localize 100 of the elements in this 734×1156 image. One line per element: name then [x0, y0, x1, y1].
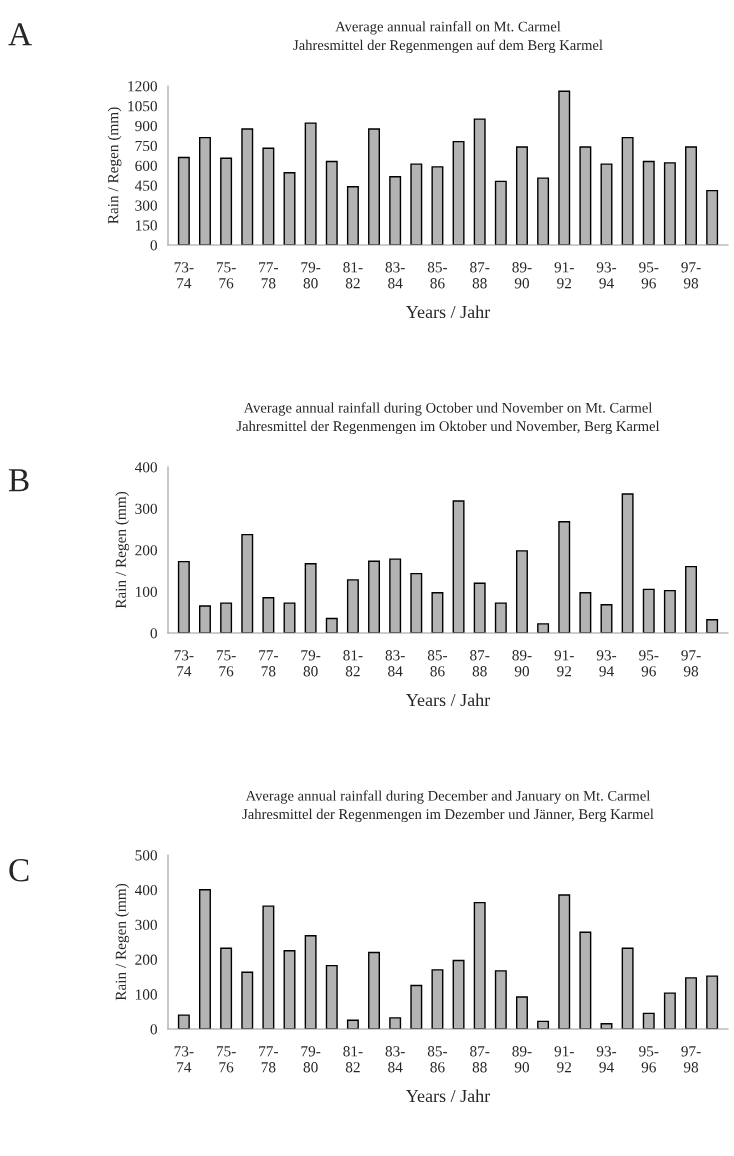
y-tick-label: 150	[136, 220, 157, 231]
x-tick-label: 85- 86	[427, 1046, 448, 1073]
bar	[262, 147, 275, 245]
bar	[262, 905, 275, 1029]
bar	[473, 582, 486, 633]
x-tick-label: 79- 80	[301, 262, 321, 289]
x-tick-label: 97- 98	[681, 1046, 701, 1073]
bar	[389, 1017, 402, 1029]
x-tick-label: 93- 94	[596, 1046, 617, 1073]
bar	[537, 623, 550, 633]
x-tick-label: 81- 82	[343, 262, 363, 289]
y-axis-title: Rain / Regen (mm)	[115, 883, 130, 1001]
bar	[283, 602, 296, 633]
x-tick-label: 87- 88	[470, 650, 490, 677]
bar	[494, 602, 507, 633]
bar	[558, 894, 571, 1029]
bar	[452, 140, 465, 245]
bar	[706, 189, 719, 245]
bar	[368, 128, 381, 245]
bar	[685, 565, 697, 633]
y-tick-label: 100	[136, 586, 157, 597]
bar	[410, 163, 423, 245]
bar	[685, 977, 697, 1029]
bar	[177, 560, 190, 633]
bar	[600, 163, 613, 245]
x-tick-label: 81- 82	[343, 650, 363, 677]
y-tick-label: 200	[135, 545, 157, 556]
bar	[706, 975, 719, 1029]
x-tick-label: 77- 78	[259, 1046, 279, 1073]
x-tick-label: 77- 78	[259, 650, 279, 677]
bar	[241, 971, 254, 1029]
bar	[410, 984, 423, 1029]
text: A	[8, 23, 32, 46]
bar	[600, 604, 613, 633]
y-tick-label: 1200	[128, 81, 157, 92]
bar	[262, 597, 275, 633]
bar	[199, 136, 211, 245]
x-tick-label: 83- 84	[385, 1046, 405, 1073]
x-tick-label: 95- 96	[639, 1046, 659, 1073]
bar	[325, 160, 338, 245]
x-tick-label: 89- 90	[512, 262, 532, 289]
bar	[177, 156, 190, 245]
bar	[410, 572, 423, 633]
bar	[346, 186, 359, 245]
y-tick-label: 500	[135, 850, 157, 861]
x-tick-label: 97- 98	[681, 650, 701, 677]
x-tick-label: 75- 76	[216, 262, 236, 289]
x-axis-title: Years / Jahr	[405, 1089, 491, 1103]
bar	[283, 172, 296, 245]
y-tick-label: 450	[134, 180, 157, 191]
bar	[579, 592, 592, 633]
bar	[220, 947, 233, 1029]
bar	[515, 146, 528, 245]
text: C	[9, 859, 29, 882]
x-tick-label: 81- 82	[343, 1046, 363, 1073]
bar	[389, 558, 402, 633]
x-axis-title: Years / Jahr	[405, 693, 491, 707]
chart-title: Average annual rainfall during December and January on Mt. Carmel Jahresmittel der Regenmengen im Dezember und Jänner, Berg Karmel	[242, 790, 654, 823]
bar	[558, 521, 571, 633]
y-tick-label: 400	[134, 884, 157, 896]
text: B	[8, 469, 29, 492]
bar	[621, 493, 634, 633]
bar	[368, 560, 381, 633]
y-axis-title: Rain / Regen (mm)	[107, 107, 122, 224]
bar	[431, 166, 444, 245]
x-tick-label: 83- 84	[385, 262, 405, 289]
x-tick-label: 93- 94	[596, 650, 617, 677]
x-tick-label: 73- 74	[174, 262, 194, 289]
bar	[325, 617, 338, 633]
bar	[579, 931, 592, 1029]
bar	[220, 157, 233, 245]
x-tick-label: 85- 86	[427, 262, 448, 289]
y-tick-label: 0	[150, 1024, 157, 1035]
bar	[431, 969, 444, 1029]
bar	[579, 146, 592, 245]
bar	[452, 959, 465, 1029]
y-tick-label: 300	[135, 503, 157, 514]
bar	[389, 176, 402, 245]
chart-title: Average annual rainfall during October und November on Mt. Carmel Jahresmittel der Regenmengen im Oktober und November, Berg Karmel	[236, 402, 660, 435]
y-tick-label: 900	[135, 120, 157, 132]
bar	[663, 162, 676, 245]
x-tick-label: 79- 80	[301, 1046, 321, 1073]
bar	[304, 562, 317, 633]
x-tick-label: 87- 88	[470, 262, 490, 289]
y-tick-label: 0	[150, 240, 157, 251]
bar	[346, 579, 359, 633]
bar	[621, 136, 634, 245]
bar	[452, 500, 465, 633]
x-tick-label: 87- 88	[470, 1046, 490, 1073]
bar	[473, 118, 486, 245]
bar	[642, 1012, 655, 1029]
bar	[537, 177, 550, 245]
y-tick-label: 300	[135, 200, 157, 211]
bar	[304, 122, 317, 245]
x-tick-label: 89- 90	[512, 1046, 532, 1073]
bar	[494, 180, 507, 245]
y-tick-label: 750	[135, 140, 157, 152]
bar	[431, 592, 444, 633]
bar	[241, 128, 254, 245]
bar	[515, 550, 528, 633]
